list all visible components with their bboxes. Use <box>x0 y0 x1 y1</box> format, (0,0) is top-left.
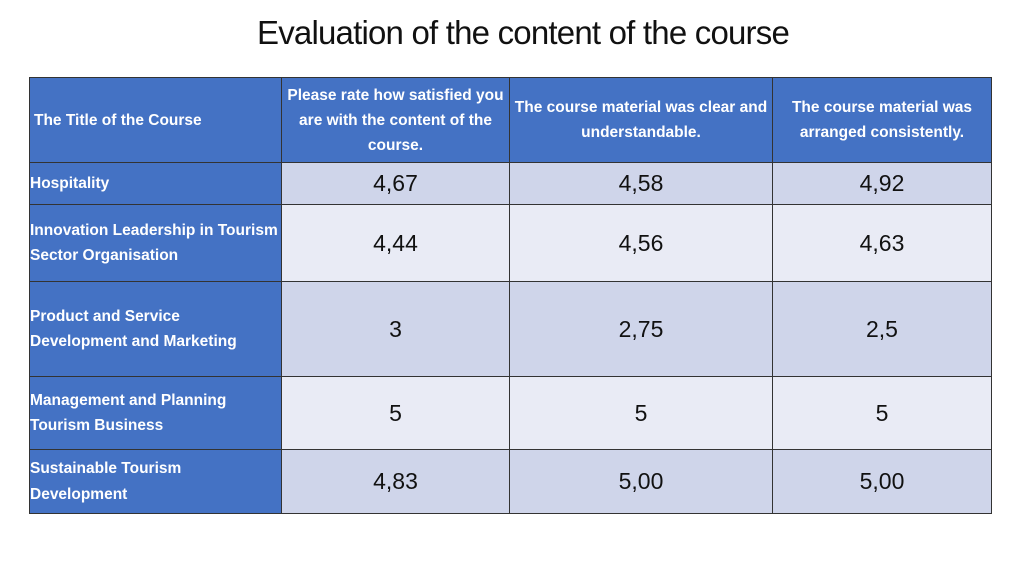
cell-satisfaction: 4,83 <box>281 449 510 514</box>
table-row: Product and Service Development and Mark… <box>29 281 992 377</box>
row-course-title: Sustainable Tourism Development <box>29 449 282 514</box>
cell-satisfaction: 3 <box>281 281 510 377</box>
table-header-row: The Title of the Course Please rate how … <box>29 77 992 163</box>
cell-clarity: 4,58 <box>509 162 773 205</box>
column-header-consistency: The course material was arranged consist… <box>772 77 992 163</box>
cell-consistency: 4,63 <box>772 204 992 282</box>
page-title: Evaluation of the content of the course <box>256 14 790 51</box>
table-row: Sustainable Tourism Development 4,83 5,0… <box>29 449 992 514</box>
cell-consistency: 5,00 <box>772 449 992 514</box>
column-header-clarity: The course material was clear and unders… <box>509 77 773 163</box>
table-row: Innovation Leadership in Tourism Sector … <box>29 204 992 282</box>
table-row: Hospitality 4,67 4,58 4,92 <box>29 162 992 205</box>
row-course-title: Management and Planning Tourism Business <box>29 376 282 450</box>
cell-consistency: 4,92 <box>772 162 992 205</box>
cell-satisfaction: 4,44 <box>281 204 510 282</box>
cell-clarity: 5 <box>509 376 773 450</box>
column-header-course-title: The Title of the Course <box>29 77 282 163</box>
cell-clarity: 4,56 <box>509 204 773 282</box>
cell-consistency: 2,5 <box>772 281 992 377</box>
row-course-title: Hospitality <box>29 162 282 205</box>
cell-consistency: 5 <box>772 376 992 450</box>
column-header-satisfaction: Please rate how satisfied you are with t… <box>281 77 510 163</box>
table-row: Management and Planning Tourism Business… <box>29 376 992 450</box>
cell-clarity: 5,00 <box>509 449 773 514</box>
evaluation-table: The Title of the Course Please rate how … <box>29 77 992 514</box>
row-course-title: Innovation Leadership in Tourism Sector … <box>29 204 282 282</box>
row-course-title: Product and Service Development and Mark… <box>29 281 282 377</box>
cell-satisfaction: 5 <box>281 376 510 450</box>
cell-satisfaction: 4,67 <box>281 162 510 205</box>
cell-clarity: 2,75 <box>509 281 773 377</box>
